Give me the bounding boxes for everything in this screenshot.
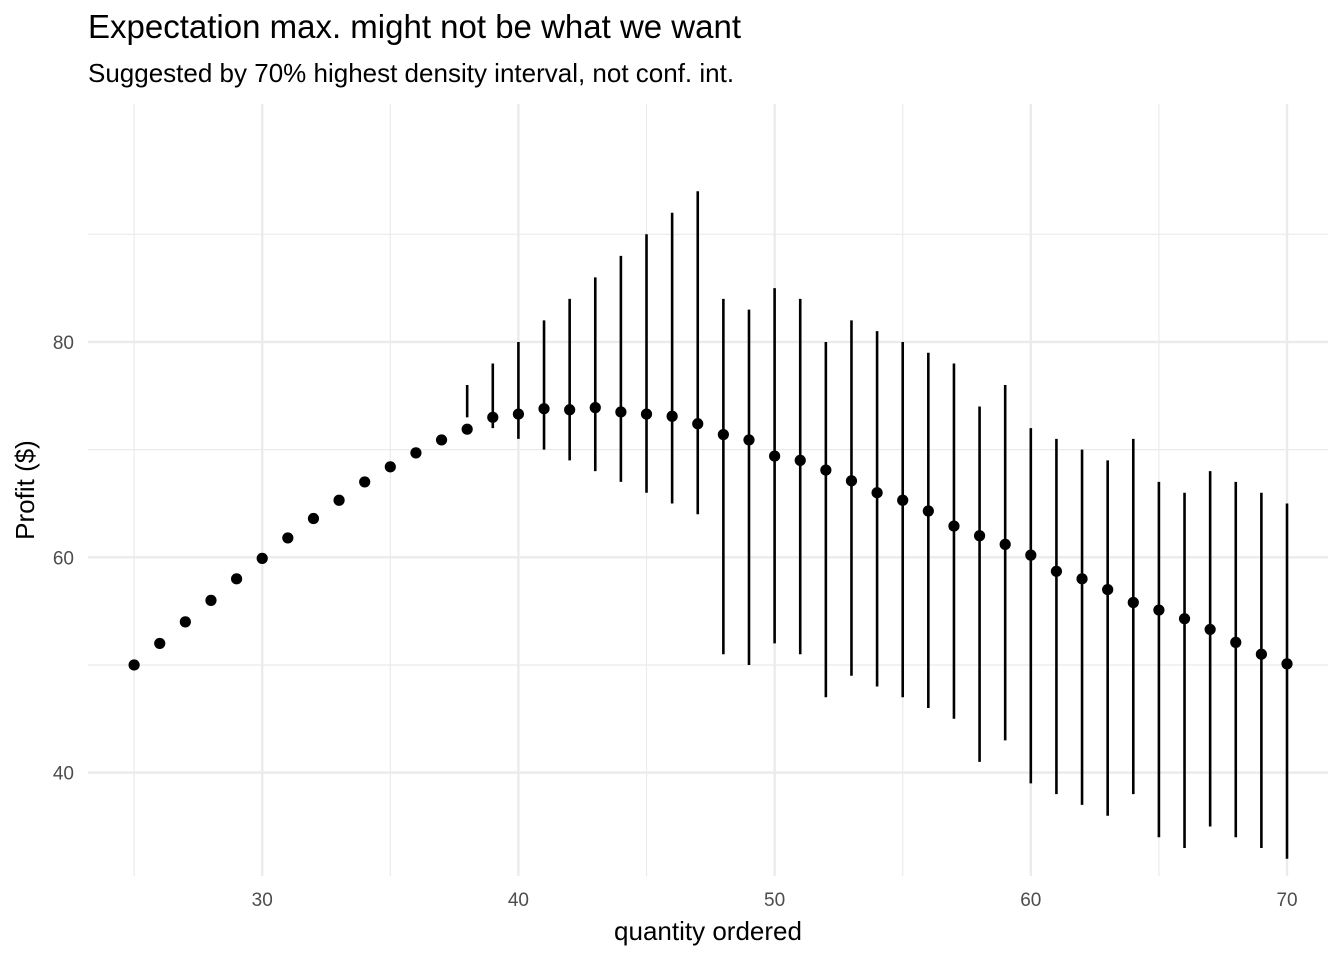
data-point: [1102, 583, 1114, 596]
data-point: [845, 475, 858, 487]
data-point: [512, 408, 525, 420]
data-point: [589, 402, 601, 414]
data-point: [871, 487, 883, 499]
data-point: [538, 403, 550, 415]
data-point: [179, 616, 191, 628]
x-tick-label: 70: [1276, 890, 1297, 911]
data-point: [128, 659, 140, 671]
data-point: [999, 538, 1011, 550]
data-point: [410, 447, 422, 459]
data-point: [794, 454, 806, 466]
data-point: [769, 450, 781, 462]
chart-title: Expectation max. might not be what we wa…: [88, 8, 742, 45]
data-point: [820, 464, 832, 476]
data-point: [564, 404, 576, 416]
data-point: [1076, 573, 1088, 585]
data-point: [615, 406, 627, 418]
data-point: [435, 434, 448, 446]
data-point: [717, 428, 729, 441]
x-tick-label: 50: [764, 890, 785, 911]
data-point: [384, 461, 396, 473]
interval-layer: [465, 191, 1289, 859]
data-point: [1025, 549, 1037, 561]
data-point: [922, 505, 934, 517]
y-tick-label: 80: [53, 333, 74, 354]
x-axis-title: quantity ordered: [614, 916, 802, 946]
data-point: [282, 532, 294, 544]
data-point: [333, 494, 345, 506]
data-point: [692, 418, 704, 430]
y-tick-label: 60: [53, 548, 74, 569]
data-point: [743, 434, 755, 446]
data-point: [1178, 613, 1191, 625]
x-tick-label: 30: [252, 890, 273, 911]
data-point: [897, 494, 909, 506]
data-point: [1281, 658, 1293, 670]
data-point: [1230, 636, 1242, 648]
data-point: [461, 423, 473, 435]
data-point: [1204, 623, 1216, 636]
data-point: [359, 476, 371, 488]
x-tick-label: 60: [1020, 890, 1041, 911]
point-layer: [128, 402, 1293, 671]
grid-layer: [88, 104, 1328, 876]
data-point: [230, 573, 243, 585]
axis-layer: 30 40 50 60 70 40 60 80: [53, 333, 1298, 911]
data-point: [1127, 596, 1139, 609]
data-point: [154, 637, 166, 650]
y-axis-title: Profit ($): [10, 440, 40, 540]
x-tick-label: 40: [508, 890, 529, 911]
data-point: [487, 411, 499, 423]
data-point: [1255, 648, 1267, 660]
data-point: [640, 408, 653, 420]
chart-subtitle: Suggested by 70% highest density interva…: [88, 58, 735, 88]
data-point: [1050, 565, 1063, 577]
y-tick-label: 40: [53, 764, 74, 785]
data-point: [256, 552, 268, 564]
data-point: [205, 594, 217, 606]
data-point: [948, 520, 960, 532]
data-point: [307, 512, 320, 525]
data-point: [973, 530, 986, 542]
data-point: [1153, 604, 1165, 616]
data-point: [666, 410, 678, 422]
